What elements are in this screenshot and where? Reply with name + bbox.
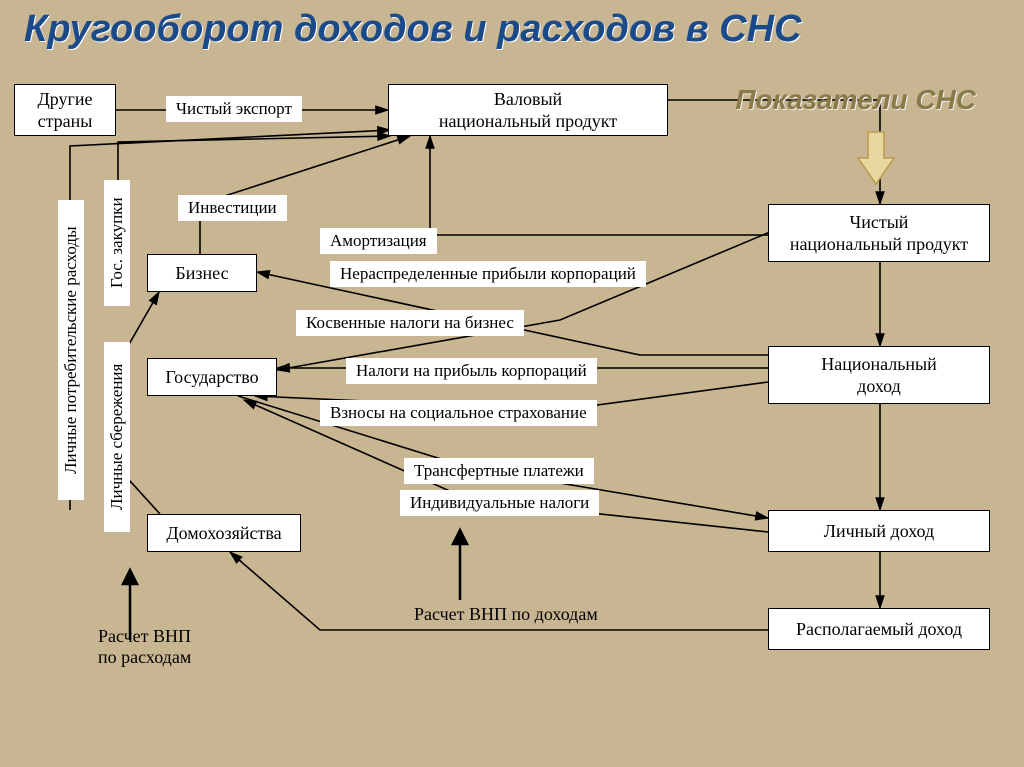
node-label: Другие страны [37,88,92,133]
node-label: Домохозяйства [166,522,281,545]
page-subtitle: Показатели СНС [735,84,976,116]
edge-label-personal-savings: Личные сбережения [104,342,130,532]
page-title: Кругооборот доходов и расходов в СНС [24,8,802,51]
node-personal-income: Личный доход [768,510,990,552]
node-government: Государство [147,358,277,396]
edge-label-social-contributions: Взносы на социальное страхование [320,400,597,426]
node-label: Располагаемый доход [796,618,962,641]
node-other-countries: Другие страны [14,84,116,136]
caption-calc-expenses: Расчет ВНП по расходам [98,626,191,668]
node-label: Бизнес [175,262,228,285]
edge-label-net-export: Чистый экспорт [166,96,302,122]
edge-label-transfers: Трансфертные платежи [404,458,594,484]
down-arrow-icon [856,130,896,186]
node-label: Национальный доход [821,353,937,398]
edge-label-amortization: Амортизация [320,228,437,254]
edge-label-investments: Инвестиции [178,195,287,221]
edge-label-individual-taxes: Индивидуальные налоги [400,490,599,516]
node-nnp: Чистый национальный продукт [768,204,990,262]
node-business: Бизнес [147,254,257,292]
node-label: Государство [165,366,258,389]
edge-label-profit-taxes: Налоги на прибыль корпораций [346,358,597,384]
node-households: Домохозяйства [147,514,301,552]
edge-label-consumer-spending: Личные потребительские расходы [58,200,84,500]
caption-calc-income: Расчет ВНП по доходам [414,604,598,625]
node-label: Чистый национальный продукт [790,211,968,256]
node-label: Валовый национальный продукт [439,88,617,133]
edge-label-undistributed-profits: Нераспределенные прибыли корпораций [330,261,646,287]
node-label: Личный доход [824,520,934,543]
node-national-income: Национальный доход [768,346,990,404]
edge-label-gov-purchases: Гос. закупки [104,180,130,306]
node-gnp: Валовый национальный продукт [388,84,668,136]
node-disposable-income: Располагаемый доход [768,608,990,650]
edge-label-indirect-taxes: Косвенные налоги на бизнес [296,310,524,336]
